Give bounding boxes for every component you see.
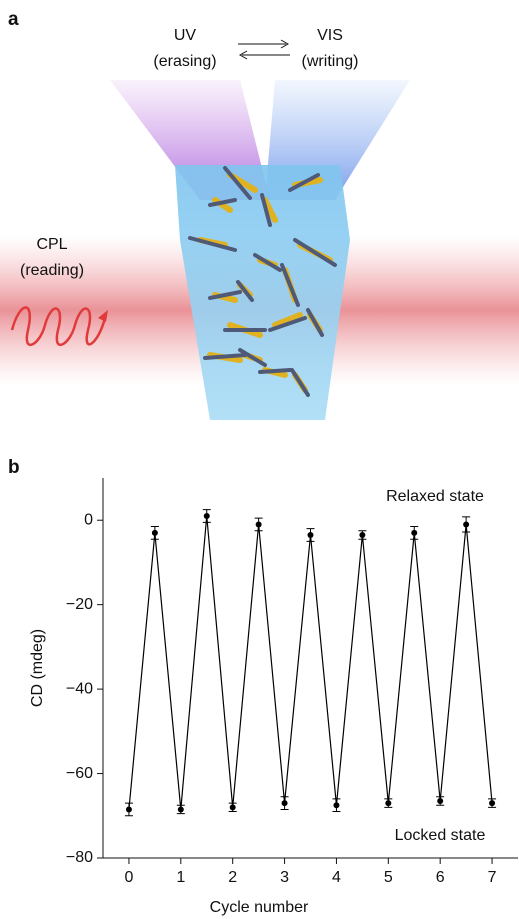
- x-tick-label: 4: [332, 869, 341, 886]
- y-tick-label: −20: [66, 596, 93, 613]
- data-point: [359, 532, 366, 538]
- panel-a: a UV (erasing) VIS (writing) CPL (readin…: [0, 9, 519, 420]
- cpl-label: CPL: [36, 236, 67, 253]
- panel-label: b: [8, 457, 20, 478]
- rods: [188, 166, 337, 397]
- x-tick-label: 6: [436, 869, 445, 886]
- annotation: Relaxed state: [386, 488, 484, 505]
- uv-label: UV: [174, 27, 197, 44]
- panel-label: a: [8, 9, 19, 30]
- data-point: [177, 806, 184, 813]
- data-point: [333, 802, 340, 809]
- data-point: [255, 521, 262, 528]
- data-point: [203, 513, 210, 519]
- data-point: [229, 804, 236, 811]
- x-axis-title: Cycle number: [210, 899, 309, 916]
- data-point: [281, 800, 288, 807]
- x-tick-label: 3: [280, 869, 289, 886]
- y-tick-label: −40: [66, 680, 93, 697]
- data-point: [411, 529, 418, 536]
- y-tick-label: −60: [66, 765, 93, 782]
- y-tick-label: 0: [84, 511, 93, 528]
- data-line: [128, 515, 493, 810]
- y-tick-label: −80: [66, 849, 93, 866]
- data-point: [125, 806, 132, 813]
- switch-arrows: [238, 39, 290, 60]
- cpl-wave: [10, 306, 107, 347]
- x-tick-label: 7: [488, 869, 497, 886]
- panel-b: b Relaxed state Locked state Cycle numbe…: [8, 457, 518, 916]
- data-point: [385, 800, 392, 807]
- x-tick-label: 1: [176, 869, 185, 886]
- vis-role: (writing): [302, 53, 359, 70]
- x-tick-label: 0: [124, 869, 133, 886]
- y-axis-title: CD (mdeg): [29, 629, 46, 707]
- vis-label: VIS: [317, 27, 343, 44]
- annotation: Locked state: [395, 827, 486, 844]
- data-point: [437, 798, 444, 804]
- uv-role: (erasing): [153, 53, 216, 70]
- data-point: [463, 521, 470, 528]
- data-point: [307, 532, 314, 538]
- cpl-role: (reading): [20, 262, 84, 279]
- x-tick-label: 5: [384, 869, 393, 886]
- data-point: [489, 800, 496, 807]
- cpl-arrowhead: [98, 310, 108, 322]
- data-point: [151, 529, 158, 536]
- x-tick-label: 2: [228, 869, 237, 886]
